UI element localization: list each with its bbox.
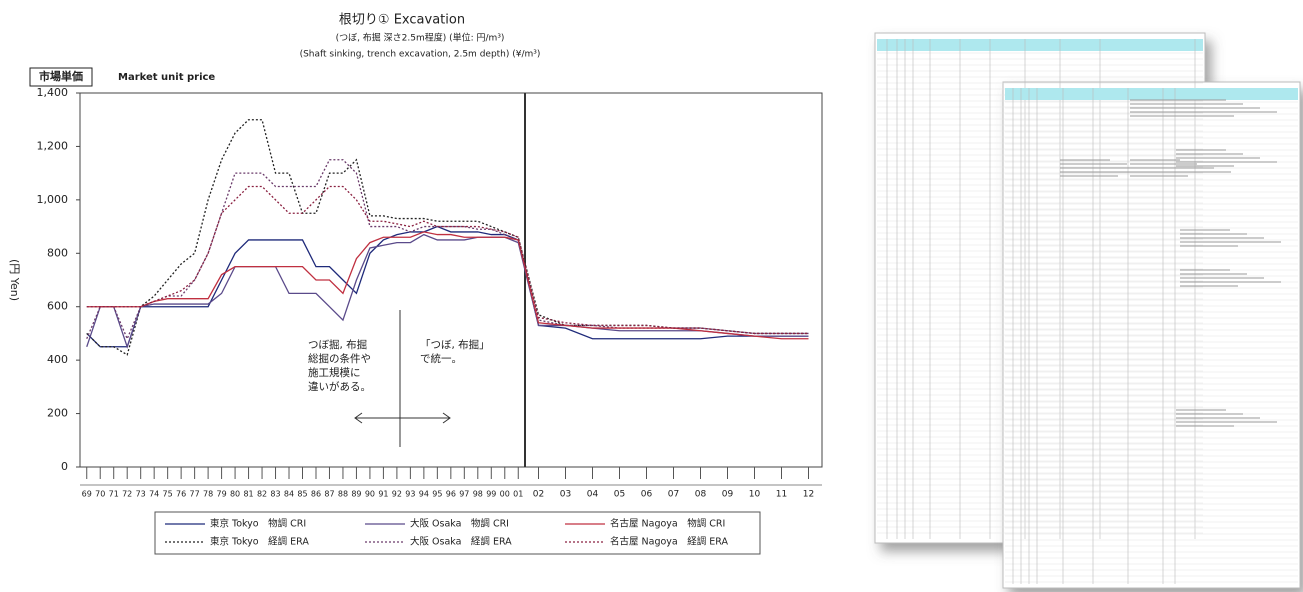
y-tick-label: 200 [47, 407, 68, 420]
x-tick-label: 85 [297, 490, 307, 499]
x-tick-label: 75 [163, 490, 173, 499]
chart-title: 根切り① Excavation [339, 13, 465, 28]
legend-label: 東京 Tokyo 経調 ERA [210, 536, 309, 548]
x-tick-label: 89 [351, 490, 361, 499]
x-tick-label: 10 [749, 490, 761, 500]
legend-label: 名古屋 Nagoya 経調 ERA [610, 536, 728, 548]
x-tick-label: 04 [587, 490, 599, 500]
x-tick-label: 09 [722, 490, 734, 500]
y-tick-label: 0 [61, 460, 68, 473]
badge: 市場単価 [39, 69, 83, 83]
x-tick-label: 82 [257, 490, 267, 499]
x-tick-label: 05 [614, 490, 625, 500]
x-tick-label: 69 [82, 490, 92, 499]
x-tick-label: 07 [668, 490, 679, 500]
badge-caption: Market unit price [118, 72, 215, 83]
x-tick-label: 98 [473, 490, 483, 499]
annotation: で統一。 [420, 352, 462, 365]
x-tick-label: 86 [311, 490, 321, 499]
x-tick-label: 88 [338, 490, 348, 499]
x-tick-label: 91 [378, 490, 388, 499]
x-tick-label: 01 [513, 490, 523, 499]
annotation: 「つぼ, 布掘」 [420, 338, 490, 351]
x-tick-label: 81 [243, 490, 253, 499]
x-tick-label: 84 [284, 490, 294, 499]
x-tick-label: 94 [419, 490, 429, 499]
x-tick-label: 70 [95, 490, 105, 499]
y-tick-label: 1,400 [37, 86, 69, 99]
chart-subtitle: (Shaft sinking, trench excavation, 2.5m … [300, 50, 541, 60]
y-tick-label: 600 [47, 300, 68, 313]
x-tick-label: 12 [803, 490, 814, 500]
sheet-header [877, 39, 1203, 51]
x-tick-label: 97 [459, 490, 469, 499]
x-tick-label: 79 [216, 490, 226, 499]
x-tick-label: 03 [560, 490, 571, 500]
x-tick-label: 06 [641, 490, 653, 500]
annotation: 総掘の条件や [308, 352, 371, 365]
x-tick-label: 99 [486, 490, 496, 499]
annotation: つぼ掘, 布掘 [308, 338, 367, 351]
x-tick-label: 73 [136, 490, 146, 499]
x-tick-label: 95 [432, 490, 442, 499]
x-tick-label: 78 [203, 490, 213, 499]
x-tick-label: 80 [230, 490, 240, 499]
y-axis-label: (円 Yen) [8, 259, 21, 301]
x-tick-label: 74 [149, 490, 159, 499]
plot-area [80, 93, 822, 467]
y-tick-label: 400 [47, 353, 68, 366]
legend-label: 東京 Tokyo 物調 CRI [210, 518, 306, 530]
x-tick-label: 93 [405, 490, 415, 499]
page: 根切り① Excavation (つぼ, 布掘 深さ2.5m程度) (単位: 円… [0, 0, 1303, 592]
legend-label: 名古屋 Nagoya 物調 CRI [610, 518, 725, 530]
spreadsheet-thumbnails [875, 33, 1300, 588]
x-tick-label: 02 [533, 490, 544, 500]
x-tick-label: 08 [695, 490, 707, 500]
x-tick-label: 72 [122, 490, 132, 499]
x-tick-label: 76 [176, 490, 186, 499]
x-tick-label: 87 [324, 490, 334, 499]
x-tick-label: 90 [365, 490, 375, 499]
x-tick-label: 71 [109, 490, 119, 499]
x-tick-label: 00 [500, 490, 510, 499]
sheet-header [1005, 88, 1298, 100]
chart-subtitle: (つぼ, 布掘 深さ2.5m程度) (単位: 円/m³) [336, 32, 505, 44]
x-tick-label: 92 [392, 490, 402, 499]
x-tick-label: 11 [776, 490, 787, 500]
y-tick-label: 800 [47, 246, 68, 259]
annotation: 違いがある。 [308, 380, 371, 393]
x-tick-label: 96 [446, 490, 456, 499]
x-tick-label: 77 [190, 490, 200, 499]
x-tick-label: 83 [270, 490, 280, 499]
legend-label: 大阪 Osaka 物調 CRI [410, 518, 509, 530]
annotation: 施工規模に [308, 366, 361, 379]
legend-label: 大阪 Osaka 経調 ERA [410, 536, 512, 548]
y-tick-label: 1,000 [37, 193, 69, 206]
y-tick-label: 1,200 [37, 139, 69, 152]
